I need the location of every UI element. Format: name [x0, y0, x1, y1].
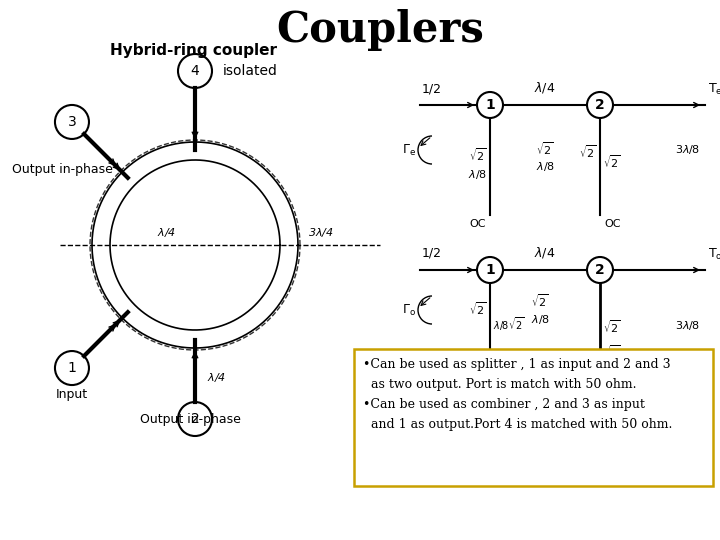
Text: $\sqrt{2}$: $\sqrt{2}$ [603, 318, 621, 335]
Text: 1: 1 [68, 361, 76, 375]
Text: $\lambda$/8: $\lambda$/8 [536, 160, 554, 173]
Text: Input: Input [56, 388, 88, 401]
Text: $\sqrt{2}$: $\sqrt{2}$ [469, 146, 487, 163]
Text: $\sqrt{2}$: $\sqrt{2}$ [603, 343, 621, 360]
Text: 1/2: 1/2 [422, 247, 442, 260]
Text: $\sqrt{2}$: $\sqrt{2}$ [579, 143, 597, 160]
Text: $\sqrt{2}$: $\sqrt{2}$ [536, 140, 554, 157]
Text: T$_\mathrm{o}$: T$_\mathrm{o}$ [708, 247, 720, 262]
FancyBboxPatch shape [354, 349, 713, 486]
Text: $\lambda$/4: $\lambda$/4 [534, 245, 556, 260]
Text: 3$\lambda$/4: 3$\lambda$/4 [308, 226, 333, 239]
Text: $\Gamma_\mathrm{o}$: $\Gamma_\mathrm{o}$ [402, 302, 416, 318]
Text: OC: OC [469, 219, 486, 229]
Text: $\lambda$/4: $\lambda$/4 [158, 226, 176, 239]
Text: 2: 2 [595, 263, 605, 277]
Circle shape [587, 257, 613, 283]
Text: 1: 1 [485, 98, 495, 112]
Text: Output in-phase: Output in-phase [140, 413, 241, 426]
Text: 4: 4 [191, 64, 199, 78]
Text: Hybrid-ring coupler: Hybrid-ring coupler [110, 43, 277, 57]
Text: T$_\mathrm{e}$: T$_\mathrm{e}$ [708, 82, 720, 97]
Text: 1/2: 1/2 [422, 82, 442, 95]
Text: $\sqrt{2}$: $\sqrt{2}$ [603, 153, 621, 170]
Text: $\sqrt{2}$: $\sqrt{2}$ [531, 293, 549, 309]
Text: isolated: isolated [223, 64, 278, 78]
Text: Output in-phase: Output in-phase [12, 164, 113, 177]
Circle shape [477, 257, 503, 283]
Text: 2: 2 [191, 412, 199, 426]
Text: $\lambda$/8: $\lambda$/8 [531, 313, 549, 326]
Text: Couplers: Couplers [276, 9, 484, 51]
Circle shape [477, 92, 503, 118]
Text: $\Gamma_\mathrm{e}$: $\Gamma_\mathrm{e}$ [402, 143, 416, 158]
Text: 3$\lambda$/8: 3$\lambda$/8 [675, 144, 700, 157]
Circle shape [587, 92, 613, 118]
Text: $\lambda$/8: $\lambda$/8 [469, 168, 487, 181]
Text: 2: 2 [595, 98, 605, 112]
Text: $\sqrt{2}$: $\sqrt{2}$ [469, 301, 487, 318]
Text: $\lambda$/4: $\lambda$/4 [534, 80, 556, 95]
Text: 3: 3 [68, 115, 76, 129]
Text: OC: OC [604, 219, 621, 229]
Text: 3$\lambda$/8: 3$\lambda$/8 [675, 319, 700, 332]
Text: $\lambda$/8$\sqrt{2}$: $\lambda$/8$\sqrt{2}$ [493, 315, 525, 333]
Text: $\lambda$/4: $\lambda$/4 [207, 372, 226, 384]
Text: •Can be used as splitter , 1 as input and 2 and 3
  as two output. Port is match: •Can be used as splitter , 1 as input an… [363, 358, 672, 431]
Text: 1: 1 [485, 263, 495, 277]
